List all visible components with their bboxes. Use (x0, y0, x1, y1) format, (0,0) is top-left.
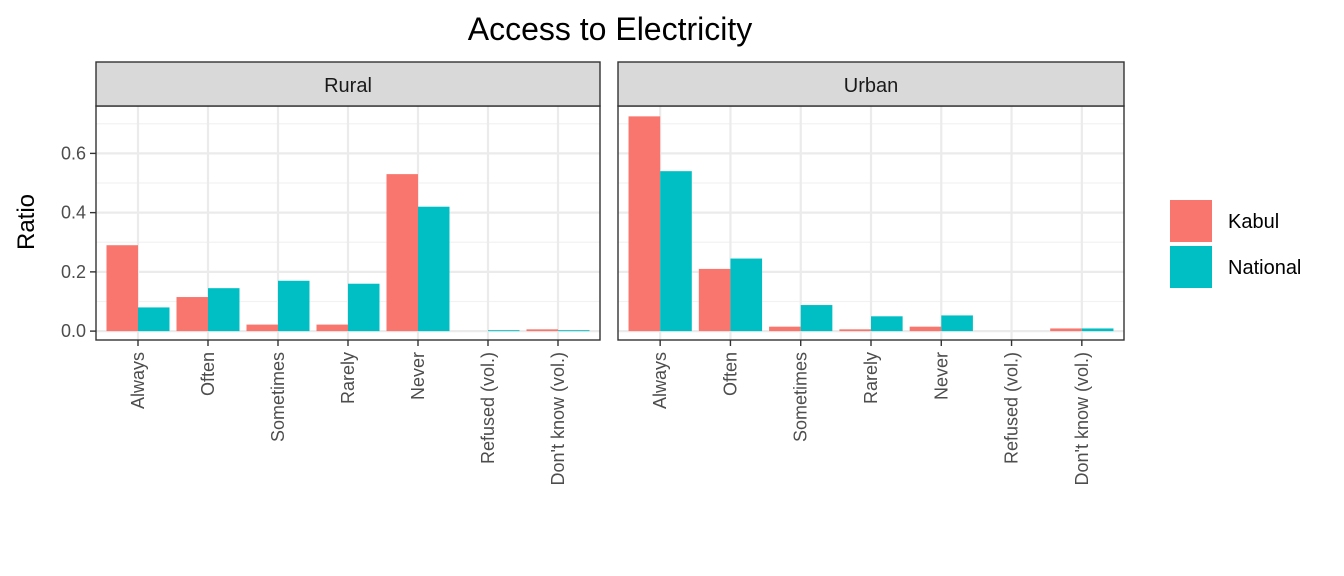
bar-urban-national-1 (730, 258, 763, 332)
bar-rural-national-1 (208, 288, 240, 332)
bar-urban-national-6 (1081, 328, 1114, 332)
bar-urban-national-2 (800, 305, 833, 332)
bar-urban-kabul-4 (909, 326, 942, 332)
bar-urban-kabul-2 (769, 326, 801, 332)
facet-strip (617, 61, 1125, 107)
facet-panels: Rural Always Often Sometimes Rarely Never Refu… (95, 61, 1125, 485)
bar-rural-kabul-2 (246, 324, 278, 332)
legend-label-national: National (1228, 257, 1301, 279)
x-tick-label: Sometimes (268, 352, 288, 442)
bar-urban-kabul-1 (698, 268, 731, 332)
legend-label-kabul: Kabul (1228, 211, 1279, 233)
bar-urban-national-0 (660, 171, 692, 332)
x-tick-label: Always (128, 352, 148, 409)
facet-strip-label: Urban (844, 75, 898, 97)
panel-rural: Rural Always Often Sometimes Rarely Never Refu… (95, 61, 601, 485)
bar-rural-national-4 (418, 206, 450, 332)
y-tick-label: 0.0 (61, 321, 86, 341)
bar-urban-national-3 (871, 316, 903, 332)
x-tick-label: Rarely (338, 352, 358, 404)
bar-rural-national-5 (488, 330, 520, 332)
x-tick-label: Never (931, 352, 951, 400)
y-axis: 0.0 0.2 0.4 0.6 (61, 143, 96, 341)
facet-strip-label: Rural (324, 75, 372, 97)
bar-urban-national-4 (941, 315, 973, 332)
x-tick-label: Never (408, 352, 428, 400)
bar-urban-kabul-0 (628, 116, 661, 332)
bar-urban-kabul-3 (839, 329, 871, 332)
bar-rural-national-2 (278, 280, 310, 332)
bar-rural-kabul-1 (176, 297, 208, 332)
x-tick-label: Sometimes (791, 352, 811, 442)
facet-strip (95, 61, 601, 107)
panel-urban: Urban Always Often Sometimes Rarely Never Refu… (617, 61, 1125, 485)
legend-key-national (1170, 246, 1212, 288)
bar-rural-kabul-4 (386, 174, 418, 332)
bar-rural-kabul-6 (526, 329, 558, 332)
y-tick-label: 0.4 (61, 203, 86, 223)
x-tick-label: Rarely (861, 352, 881, 404)
y-axis-title: Ratio (13, 194, 40, 250)
bar-urban-kabul-6 (1050, 328, 1082, 332)
x-tick-label: Refused (vol.) (1002, 352, 1022, 464)
x-tick-label: Often (720, 352, 740, 396)
bar-rural-national-0 (138, 307, 170, 332)
bar-rural-kabul-0 (106, 245, 138, 332)
y-tick-label: 0.2 (61, 262, 86, 282)
legend-key-kabul (1170, 200, 1212, 242)
bar-rural-kabul-3 (316, 324, 348, 332)
bar-rural-national-3 (348, 283, 380, 332)
y-tick-label: 0.6 (61, 143, 86, 163)
x-tick-label: Always (650, 352, 670, 409)
chart-title: Access to Electricity (468, 11, 753, 47)
x-tick-label: Refused (vol.) (478, 352, 498, 464)
bar-rural-national-6 (558, 330, 590, 332)
x-tick-label: Often (198, 352, 218, 396)
x-tick-label: Don't know (vol.) (1072, 352, 1092, 485)
x-tick-label: Don't know (vol.) (548, 352, 568, 485)
legend: Kabul National (1170, 200, 1301, 288)
